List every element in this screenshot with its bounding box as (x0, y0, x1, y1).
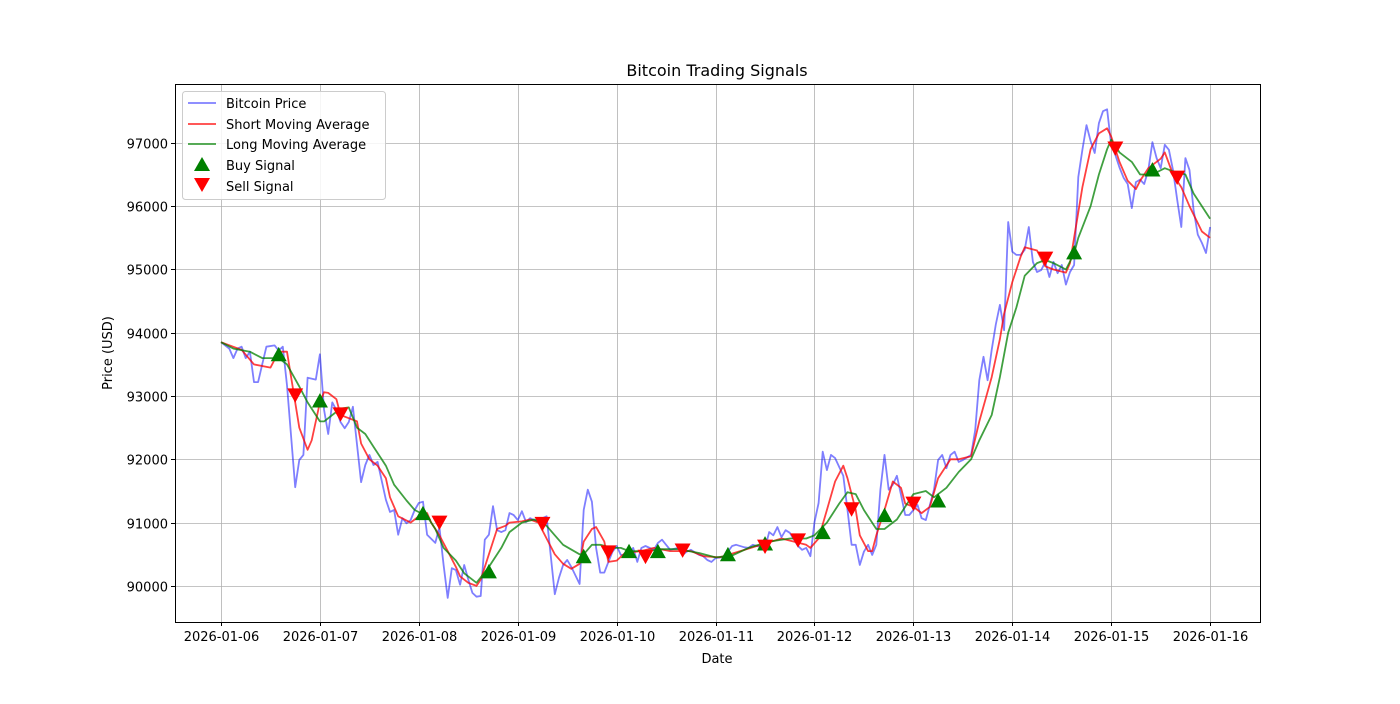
buy-signal-marker (270, 346, 287, 362)
buy-signal-marker (575, 548, 592, 564)
sell-signal-marker (1037, 251, 1054, 267)
plot-area (220, 108, 1211, 599)
sell-signal-marker (674, 543, 691, 558)
chart-title: Bitcoin Trading Signals (626, 61, 807, 80)
y-tick-label: 97000 (127, 138, 168, 153)
buy-signal-marker (930, 493, 947, 508)
x-tick-label: 2026-01-12 (777, 630, 853, 645)
x-tick-label: 2026-01-11 (679, 630, 755, 645)
legend-label-long-ma: Long Moving Average (226, 138, 366, 153)
legend-label-price: Bitcoin Price (226, 97, 306, 112)
y-axis: 90000 91000 92000 93000 94000 95000 96000 97000 (127, 138, 175, 596)
buy-signal-marker (621, 543, 638, 559)
buy-signal-marker (480, 563, 497, 579)
sell-signal-marker (1169, 170, 1186, 186)
price-line (220, 108, 1211, 599)
y-tick-label: 92000 (127, 454, 168, 469)
x-tick-label: 2026-01-07 (283, 630, 359, 645)
sell-signal-marker (431, 515, 448, 530)
sell-signal-marker (534, 516, 551, 532)
axes-frame (175, 84, 1261, 623)
legend-label-short-ma: Short Moving Average (226, 118, 370, 133)
sell-signal-marker (905, 496, 922, 512)
x-tick-label: 2026-01-16 (1173, 630, 1249, 645)
legend-box (182, 91, 386, 200)
y-tick-label: 90000 (127, 581, 168, 596)
legend: Bitcoin Price Short Moving Average Long … (182, 91, 386, 200)
y-tick-label: 95000 (127, 264, 168, 279)
sell-signal-marker (790, 533, 807, 548)
legend-sell-triangle-icon (194, 178, 210, 192)
y-tick-label: 94000 (127, 328, 168, 343)
sell-signal-marker (332, 407, 349, 422)
x-axis-label: Date (701, 652, 732, 667)
buy-signal-marker (876, 507, 893, 523)
y-axis-label: Price (USD) (101, 316, 116, 390)
buy-signal-marker (1066, 244, 1083, 260)
legend-label-buy: Buy Signal (226, 159, 295, 174)
grid (175, 84, 1260, 622)
x-tick-label: 2026-01-08 (382, 630, 458, 645)
x-tick-label: 2026-01-10 (580, 630, 656, 645)
buy-signal-marker (414, 505, 431, 521)
x-tick-label: 2026-01-09 (481, 630, 557, 645)
sell-signal-marker (757, 539, 774, 555)
x-tick-label: 2026-01-14 (975, 630, 1051, 645)
y-tick-label: 93000 (127, 391, 168, 406)
x-axis: 2026-01-06 2026-01-07 2026-01-08 2026-01-09… (184, 622, 1249, 645)
buy-signal-marker (1144, 162, 1161, 177)
sell-signal-marker (600, 545, 617, 560)
y-tick-label: 96000 (127, 201, 168, 216)
sell-signal-marker (287, 388, 304, 403)
sell-signal-marker (843, 502, 860, 517)
sell-signal-marker (637, 549, 654, 565)
buy-signal-marker (311, 393, 328, 408)
y-tick-label: 91000 (127, 518, 168, 533)
buy-signal-marker (814, 524, 831, 540)
x-tick-label: 2026-01-06 (184, 630, 260, 645)
x-tick-label: 2026-01-13 (876, 630, 952, 645)
buy-signal-marker (649, 543, 666, 559)
legend-buy-triangle-icon (194, 157, 210, 171)
buy-signal-marker (719, 546, 736, 562)
sell-signal-marker (1107, 141, 1124, 156)
x-tick-label: 2026-01-15 (1074, 630, 1150, 645)
legend-label-sell: Sell Signal (226, 180, 294, 195)
